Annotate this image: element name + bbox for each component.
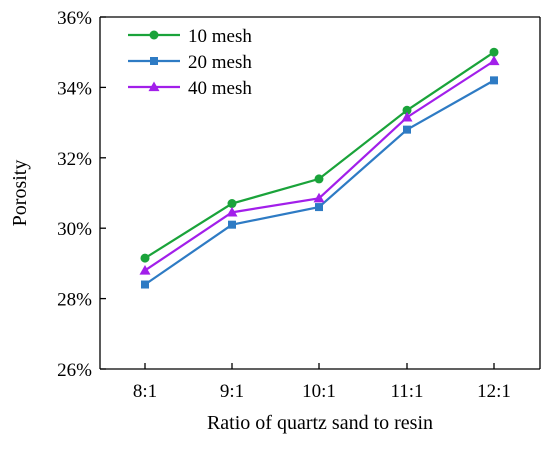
data-point [314, 174, 324, 184]
legend-item: 10 mesh [128, 26, 252, 47]
data-point [315, 203, 323, 212]
y-tick-label: 26% [57, 360, 92, 381]
legend: 10 mesh 20 mesh 40 mesh [128, 26, 252, 99]
series-20-mesh [141, 76, 498, 289]
series-10-mesh [140, 47, 499, 263]
x-tick-label: 11:1 [390, 381, 423, 402]
y-tick-label: 32% [57, 149, 92, 170]
data-point [139, 264, 151, 275]
data-point [401, 111, 413, 122]
data-point [140, 253, 150, 263]
x-tick-label: 8:1 [133, 381, 157, 402]
y-tick-label: 28% [57, 290, 92, 311]
legend-item: 40 mesh [128, 78, 252, 99]
x-tick-label: 10:1 [302, 381, 336, 402]
legend-marker [149, 30, 159, 40]
y-tick-label: 36% [57, 8, 92, 29]
legend-label: 10 mesh [188, 26, 252, 47]
data-point [226, 206, 238, 217]
legend-label: 40 mesh [188, 78, 252, 99]
y-tick-label: 30% [57, 219, 92, 240]
data-point [489, 47, 499, 57]
legend-marker [148, 81, 160, 92]
data-point [313, 192, 325, 203]
legend-marker [150, 57, 158, 65]
data-point [403, 125, 411, 134]
axes: 26% 28% 30% 32% 34% 36% 8:1 9:1 10:1 11:1 12:1 [57, 8, 541, 402]
series-layer [139, 47, 500, 289]
data-point [488, 55, 500, 66]
series-40-mesh [139, 55, 500, 275]
data-point [490, 76, 498, 85]
data-point [402, 105, 412, 115]
y-tick-label: 34% [57, 78, 92, 99]
x-tick-label: 9:1 [220, 381, 244, 402]
data-point [227, 199, 237, 209]
x-tick-label: 12:1 [477, 381, 511, 402]
data-point [141, 280, 149, 289]
legend-item: 20 mesh [128, 52, 252, 73]
y-axis-title: Porosity [9, 160, 31, 227]
legend-label: 20 mesh [188, 52, 252, 73]
data-point [228, 220, 236, 229]
x-axis-title: Ratio of quartz sand to resin [207, 412, 433, 434]
